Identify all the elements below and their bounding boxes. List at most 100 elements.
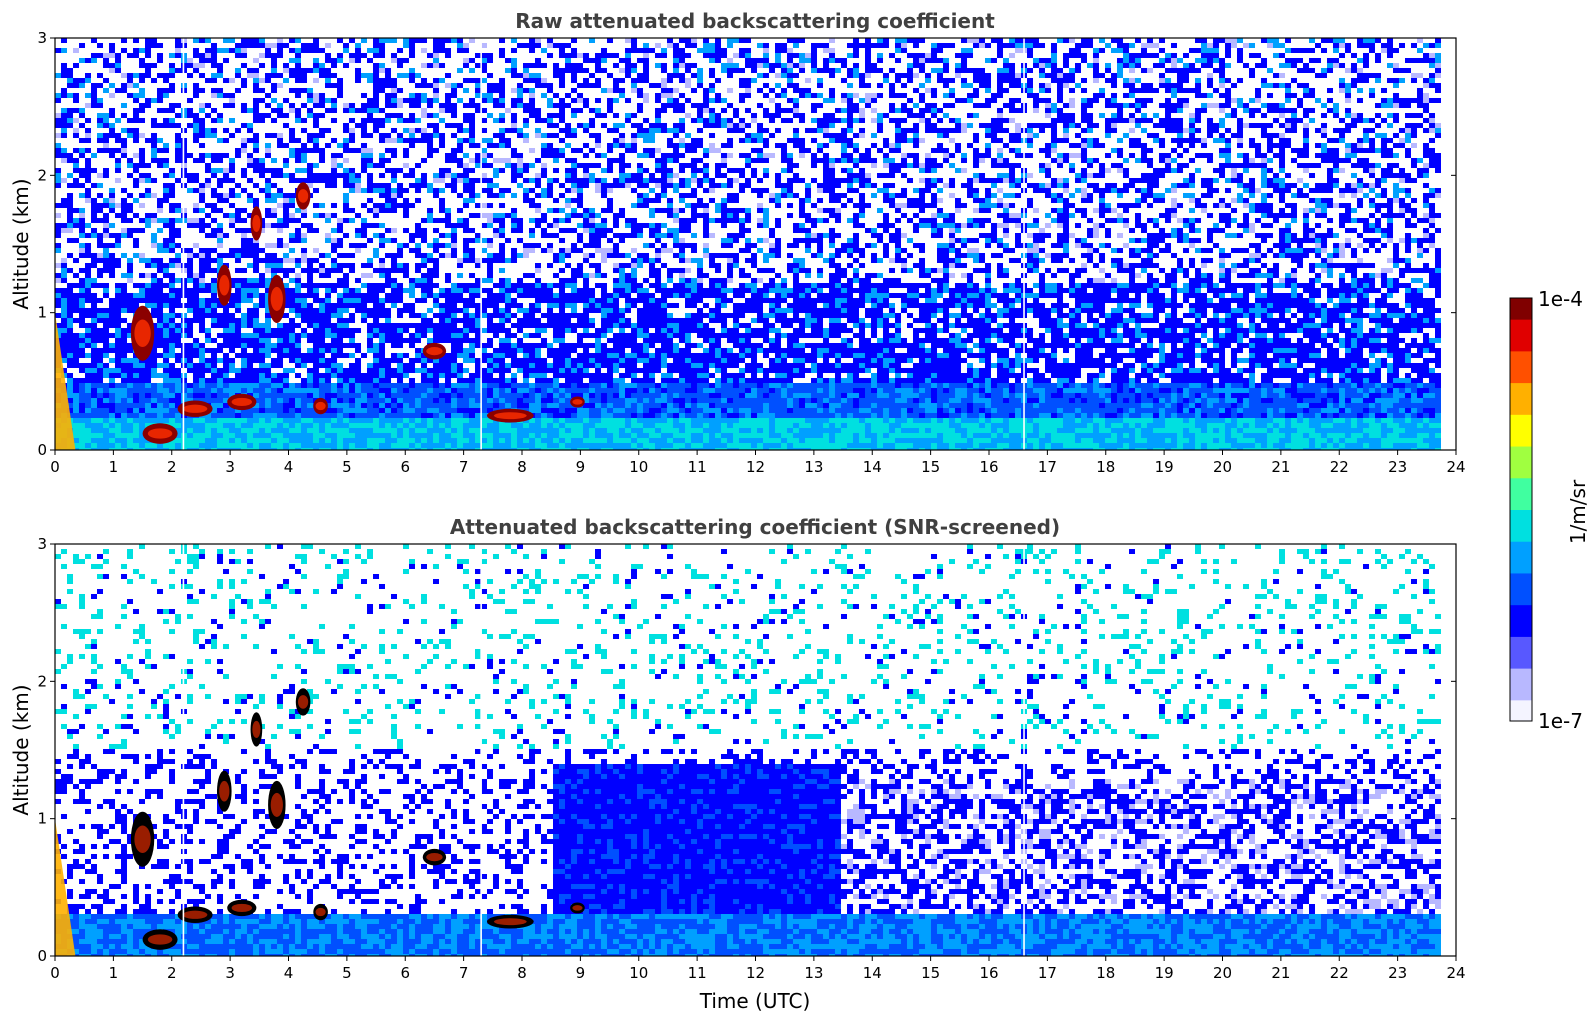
heat-cell <box>133 178 139 183</box>
heat-cell <box>1309 233 1315 238</box>
heat-cell <box>1435 163 1441 168</box>
heat-cell <box>331 153 337 158</box>
heat-cell <box>877 208 883 213</box>
heat-cell <box>697 203 703 208</box>
heat-cell <box>1111 148 1117 153</box>
heat-cell <box>445 123 451 128</box>
heat-cell <box>883 183 889 188</box>
heat-cell <box>1153 43 1159 48</box>
heat-cell <box>1405 193 1411 198</box>
heat-cell <box>145 43 151 48</box>
heat-cell <box>877 113 883 118</box>
heat-cell <box>61 178 67 183</box>
heat-cell <box>1027 183 1033 188</box>
heat-cell <box>229 158 235 163</box>
heat-cell <box>157 163 163 168</box>
heat-cell <box>1243 103 1249 108</box>
heat-cell <box>415 98 421 103</box>
heat-cell <box>1201 208 1207 213</box>
heat-cell <box>595 63 601 68</box>
heat-cell <box>1321 238 1327 243</box>
heat-cell <box>193 38 199 43</box>
heat-cell <box>1303 113 1309 118</box>
heat-cell <box>673 143 679 148</box>
heat-cell <box>139 93 145 98</box>
heat-cell <box>1111 208 1117 213</box>
heat-cell <box>247 138 253 143</box>
heat-cell <box>517 183 523 188</box>
heat-cell <box>1183 78 1189 83</box>
heat-cell <box>925 163 931 168</box>
heat-cell <box>91 183 97 188</box>
heat-cell <box>1009 63 1015 68</box>
heat-cell <box>1405 138 1411 143</box>
heat-cell <box>1117 203 1123 208</box>
heat-cell <box>607 248 613 253</box>
heat-cell <box>817 233 823 238</box>
heat-cell <box>199 183 205 188</box>
heat-cell <box>931 128 937 133</box>
heat-cell <box>535 223 541 228</box>
heat-cell <box>415 93 421 98</box>
heat-cell <box>685 218 691 223</box>
heat-cell <box>763 43 769 48</box>
heat-cell <box>619 173 625 178</box>
heat-cell <box>601 223 607 228</box>
heat-cell <box>613 183 619 188</box>
heat-cell <box>1399 98 1405 103</box>
heat-cell <box>199 103 205 108</box>
heat-cell <box>1369 138 1375 143</box>
heat-cell <box>1351 188 1357 193</box>
heat-cell <box>931 43 937 48</box>
heat-cell <box>169 193 175 198</box>
heat-cell <box>607 73 613 78</box>
heat-cell <box>895 123 901 128</box>
heat-cell <box>745 83 751 88</box>
heat-cell <box>331 73 337 78</box>
heat-cell <box>481 223 487 228</box>
heat-cell <box>373 78 379 83</box>
heat-cell <box>1351 68 1357 73</box>
heat-cell <box>439 243 445 248</box>
heat-cell <box>433 228 439 233</box>
heat-cell <box>667 183 673 188</box>
heat-cell <box>1099 203 1105 208</box>
heat-cell <box>523 118 529 123</box>
heat-cell <box>1051 198 1057 203</box>
heat-cell <box>733 128 739 133</box>
heat-cell <box>1249 228 1255 233</box>
heat-cell <box>1339 138 1345 143</box>
heat-cell <box>1141 113 1147 118</box>
heat-cell <box>85 128 91 133</box>
heat-cell <box>553 168 559 173</box>
heat-cell <box>1171 93 1177 98</box>
heat-cell <box>1405 58 1411 63</box>
heat-cell <box>829 193 835 198</box>
heat-cell <box>1093 68 1099 73</box>
heat-cell <box>121 88 127 93</box>
heat-cell <box>121 153 127 158</box>
heat-cell <box>1393 183 1399 188</box>
heat-cell <box>1381 138 1387 143</box>
heat-cell <box>1297 193 1303 198</box>
heat-cell <box>1369 223 1375 228</box>
heat-cell <box>1309 238 1315 243</box>
heat-cell <box>1423 218 1429 223</box>
heat-cell <box>919 138 925 143</box>
heat-cell <box>1285 138 1291 143</box>
heat-cell <box>943 93 949 98</box>
heat-cell <box>1423 183 1429 188</box>
heat-cell <box>157 208 163 213</box>
heat-cell <box>157 148 163 153</box>
heat-cell <box>721 123 727 128</box>
heat-cell <box>277 103 283 108</box>
heat-cell <box>1201 143 1207 148</box>
heat-cell <box>637 58 643 63</box>
heat-cell <box>901 213 907 218</box>
heat-cell <box>361 223 367 228</box>
heat-cell <box>457 173 463 178</box>
heat-cell <box>721 198 727 203</box>
heat-cell <box>559 113 565 118</box>
heat-cell <box>265 183 271 188</box>
heat-cell <box>1255 243 1261 248</box>
